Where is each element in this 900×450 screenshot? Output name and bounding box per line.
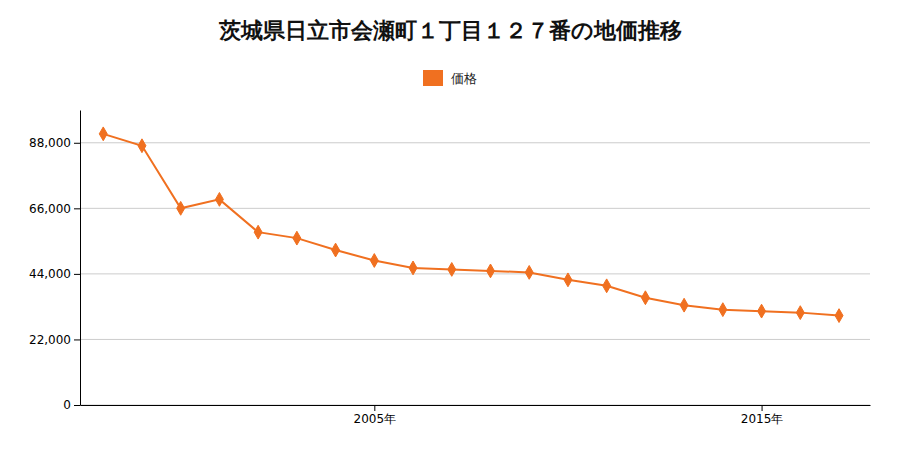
grid-line	[80, 339, 870, 340]
marker	[796, 306, 804, 320]
marker	[215, 192, 223, 206]
marker	[525, 265, 533, 279]
grid-line	[80, 208, 870, 209]
marker	[177, 201, 185, 215]
legend-swatch	[423, 70, 443, 86]
marker	[409, 261, 417, 275]
line	[103, 134, 839, 316]
x-tick-mark	[374, 405, 375, 411]
x-tick-mark	[762, 405, 763, 411]
marker	[370, 254, 378, 268]
x-tick-label: 2005年	[354, 412, 397, 426]
grid-line	[80, 142, 870, 143]
marker	[641, 291, 649, 305]
y-tick: 66,000	[29, 202, 80, 216]
y-tick-mark	[74, 274, 80, 275]
marker	[448, 263, 456, 277]
grid	[80, 143, 870, 405]
y-tick-mark	[74, 143, 80, 144]
marker	[293, 231, 301, 245]
marker	[487, 264, 495, 278]
marker	[99, 127, 107, 141]
x-axis: 2005年 2015年	[81, 405, 871, 426]
legend-item: 価格	[423, 70, 477, 86]
x-tick-label: 2015年	[741, 412, 784, 426]
y-tick-label: 44,000	[29, 267, 71, 281]
marker	[138, 139, 146, 153]
y-tick-mark	[74, 339, 80, 340]
plot-area: 2005年 2015年 0 22,000 44,000 66,000 88,000	[29, 111, 871, 426]
legend-label: 価格	[451, 71, 477, 86]
marker	[835, 309, 843, 323]
legend: 価格	[423, 70, 477, 86]
y-axis-line	[80, 111, 81, 406]
marker	[564, 273, 572, 287]
marker	[758, 304, 766, 318]
y-tick-mark	[74, 405, 80, 406]
y-tick-label: 66,000	[29, 202, 71, 216]
y-tick-mark	[74, 208, 80, 209]
x-axis-line	[81, 405, 871, 406]
y-tick: 88,000	[29, 136, 80, 150]
y-tick: 0	[63, 398, 80, 412]
y-axis: 0 22,000 44,000 66,000 88,000	[29, 111, 81, 413]
marker	[603, 279, 611, 293]
y-tick: 44,000	[29, 267, 80, 281]
marks	[99, 127, 843, 323]
grid-line	[80, 405, 870, 406]
marker	[332, 243, 340, 257]
title: 茨城県日立市会瀬町１丁目１２７番の地価推移	[218, 18, 682, 43]
x-tick: 2005年	[354, 405, 397, 426]
y-tick-label: 88,000	[29, 136, 71, 150]
grid-line	[80, 273, 870, 274]
marker	[254, 225, 262, 239]
marker	[719, 303, 727, 317]
y-tick-label: 22,000	[29, 333, 71, 347]
marker	[680, 298, 688, 312]
chart: 茨城県日立市会瀬町１丁目１２７番の地価推移 2005年 2015年 0 22,000 44…	[0, 0, 900, 450]
y-tick: 22,000	[29, 333, 80, 347]
x-tick: 2015年	[741, 405, 784, 426]
y-tick-label: 0	[63, 398, 71, 412]
